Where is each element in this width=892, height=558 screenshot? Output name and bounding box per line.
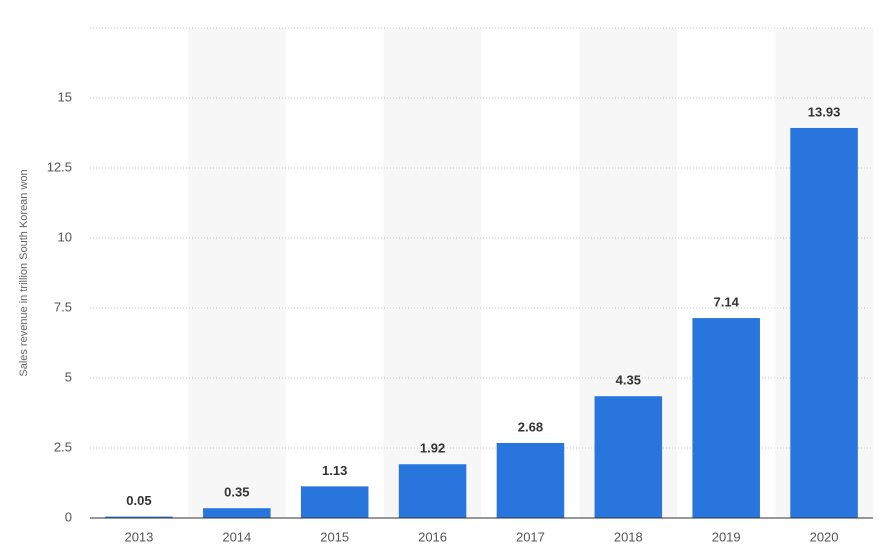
value-label: 7.14	[714, 295, 740, 310]
x-tick-label: 2014	[222, 529, 251, 544]
bar	[105, 516, 173, 518]
value-label: 0.35	[224, 485, 249, 500]
value-label: 1.92	[420, 441, 445, 456]
y-tick-label: 10	[58, 229, 72, 244]
bar	[496, 442, 565, 518]
bar	[398, 464, 467, 518]
x-tick-label: 2019	[712, 529, 741, 544]
value-label: 1.13	[322, 463, 347, 478]
bar	[203, 508, 271, 518]
y-tick-label: 5	[65, 369, 72, 384]
value-label: 0.05	[126, 493, 151, 508]
y-tick-label: 0	[65, 509, 72, 524]
bar	[790, 127, 858, 519]
column-band	[383, 28, 482, 518]
y-tick-label: 2.5	[54, 439, 72, 454]
x-tick-label: 2016	[418, 529, 447, 544]
x-tick-label: 2020	[810, 529, 839, 544]
column-band	[187, 28, 286, 518]
value-label: 2.68	[518, 419, 543, 434]
y-tick-label: 15	[58, 89, 72, 104]
y-tick-label: 12.5	[47, 159, 72, 174]
x-tick-label: 2018	[614, 529, 643, 544]
x-tick-label: 2013	[124, 529, 153, 544]
y-tick-label: 7.5	[54, 299, 72, 314]
x-tick-label: 2015	[320, 529, 349, 544]
value-label: 13.93	[808, 104, 841, 119]
bar	[300, 486, 369, 518]
y-axis-title: Sales revenue in trillion South Korean w…	[18, 169, 30, 376]
bar	[692, 318, 760, 518]
value-label: 4.35	[616, 373, 641, 388]
bar	[594, 396, 663, 518]
x-tick-label: 2017	[516, 529, 545, 544]
